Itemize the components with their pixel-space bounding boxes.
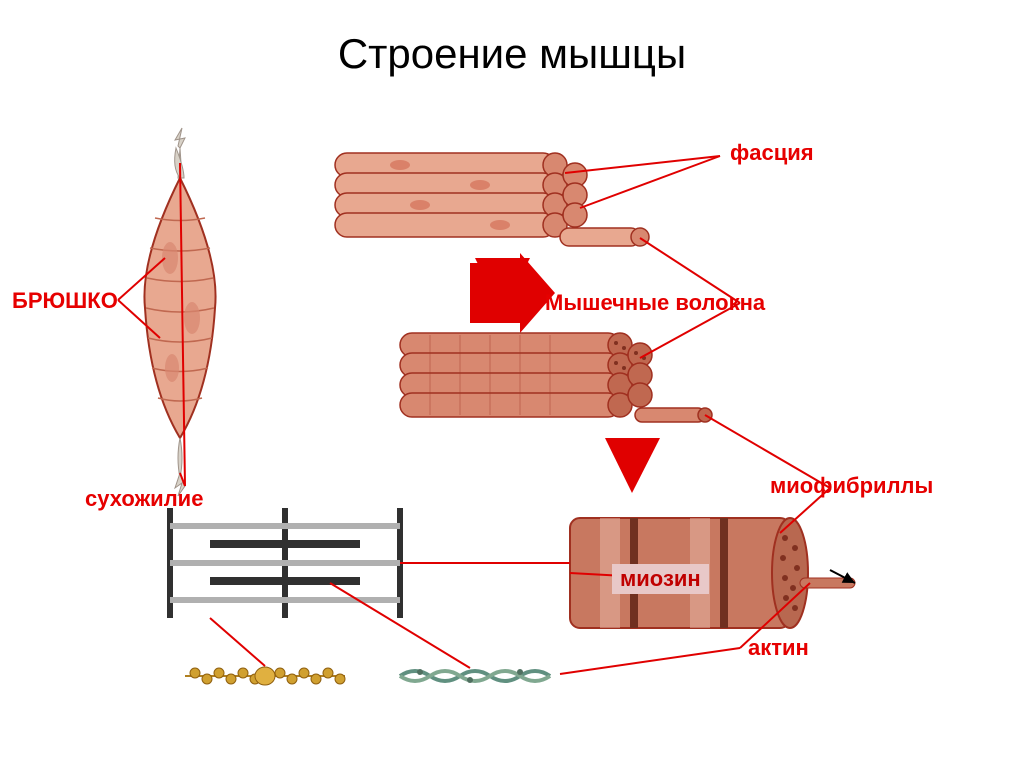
label-tendon: сухожилие [85, 486, 203, 512]
label-actin: актин [748, 635, 809, 661]
muscle-diagram-svg [0, 78, 1024, 758]
label-myosin: миозин [612, 564, 709, 594]
label-belly: БРЮШКО [12, 288, 118, 314]
fiber-bundle [400, 333, 712, 422]
tropomyosin-filament [400, 669, 550, 683]
label-fascia: фасция [730, 140, 814, 166]
arrow-down-2 [605, 438, 660, 493]
sarcomere-schematic [170, 508, 400, 618]
diagram-title: Строение мышцы [0, 0, 1024, 78]
label-myofibrils: миофибриллы [770, 473, 933, 499]
label-fibers: Mышечные волокна [545, 290, 765, 316]
diagram-canvas: фасция БРЮШКО Mышечные волокна сухожилие… [0, 78, 1024, 758]
actin-filament [185, 667, 345, 685]
